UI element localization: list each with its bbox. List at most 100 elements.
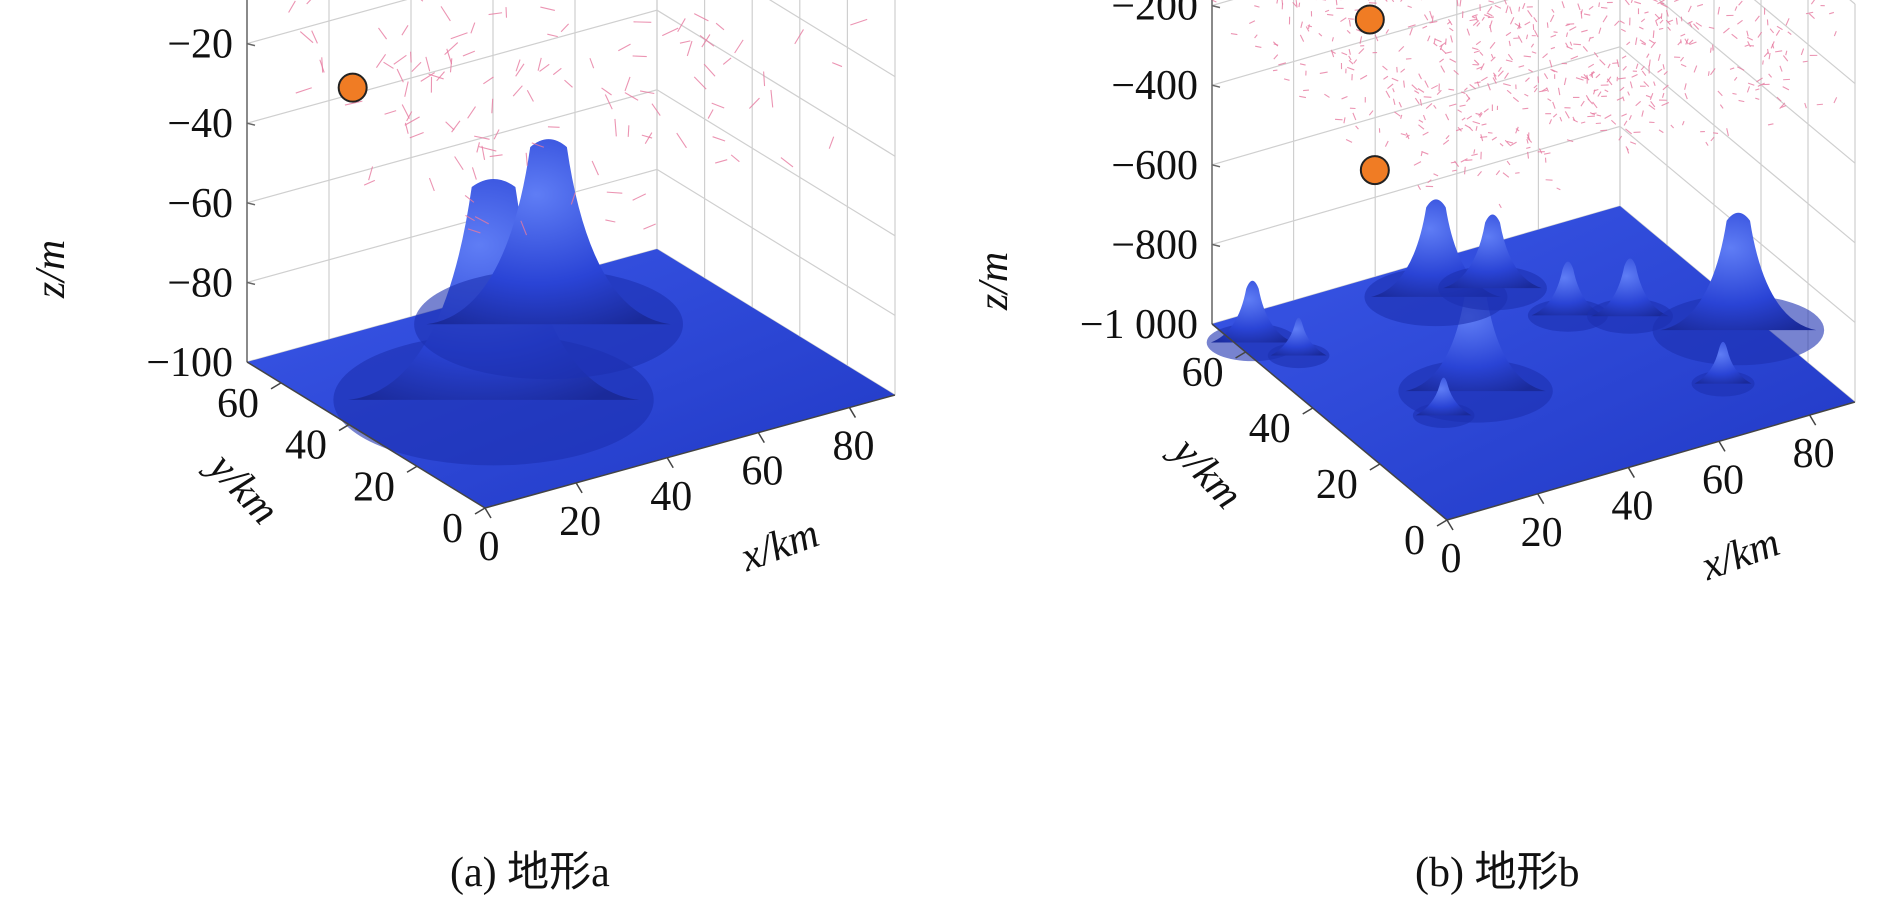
vector-mark	[300, 32, 313, 43]
vector-mark	[402, 25, 408, 35]
vector-mark	[1718, 7, 1719, 15]
vector-mark	[1566, 24, 1570, 25]
vector-mark	[1605, 115, 1612, 119]
vector-mark	[1596, 74, 1600, 78]
vector-mark	[1594, 90, 1595, 95]
vector-mark	[702, 34, 710, 47]
vector-mark	[1273, 70, 1277, 71]
vector-mark	[1685, 93, 1687, 99]
vector-mark	[1404, 81, 1405, 88]
vector-mark	[1589, 6, 1593, 9]
vector-mark	[1353, 113, 1356, 120]
vector-mark	[1359, 48, 1364, 53]
vector-mark	[1424, 97, 1432, 98]
vector-mark	[1392, 78, 1398, 81]
z-axis-label: z/m	[971, 252, 1017, 311]
vector-mark	[1730, 68, 1734, 69]
y-tick-label: 40	[285, 423, 327, 469]
vector-mark	[1708, 71, 1709, 76]
vector-mark	[1593, 102, 1598, 108]
x-tick-label: 60	[741, 449, 783, 495]
vector-mark	[1346, 140, 1352, 143]
vector-mark	[479, 147, 496, 151]
vector-mark	[1446, 135, 1449, 139]
vector-mark	[516, 60, 520, 72]
vector-mark	[1586, 95, 1589, 100]
vector-mark	[1506, 60, 1512, 62]
vector-mark	[1360, 75, 1367, 79]
vector-mark	[1548, 99, 1552, 101]
z-tick-label: −20	[167, 22, 233, 68]
vector-mark	[1578, 4, 1580, 10]
vector-mark	[607, 192, 622, 193]
vector-mark	[1393, 88, 1395, 92]
vector-mark	[708, 110, 713, 119]
vector-mark	[1662, 103, 1669, 106]
vector-mark	[615, 119, 616, 136]
vector-mark	[384, 62, 394, 68]
vector-mark	[1581, 11, 1582, 19]
vector-mark	[1523, 3, 1525, 9]
vector-mark	[1649, 40, 1655, 44]
vector-mark	[723, 58, 731, 64]
vector-mark	[1349, 56, 1351, 60]
vector-mark	[1449, 28, 1453, 31]
vector-mark	[1770, 29, 1774, 33]
vector-mark	[1629, 115, 1631, 119]
vector-mark	[1510, 17, 1513, 24]
vector-mark	[1681, 64, 1686, 66]
vector-mark	[1588, 64, 1594, 67]
chart-panel-b: 0−200−400−600−800−1 000z/m0204060y/km020…	[971, 0, 1855, 590]
vector-mark	[1434, 105, 1436, 108]
vector-mark	[1552, 9, 1554, 12]
vector-mark	[1526, 35, 1527, 40]
vector-mark	[1776, 30, 1779, 35]
vector-mark	[1482, 17, 1484, 21]
z-tick	[1212, 244, 1220, 246]
x-tick-label: 80	[1793, 431, 1835, 477]
vector-mark	[1301, 22, 1303, 28]
vector-mark	[1419, 120, 1423, 122]
z-tick-label: −1 000	[1080, 302, 1198, 348]
vector-mark	[1564, 78, 1566, 85]
vector-mark	[1553, 102, 1555, 109]
vector-mark	[1527, 139, 1528, 143]
vector-mark	[1747, 86, 1749, 92]
vector-mark	[1748, 83, 1754, 85]
vector-mark	[1393, 99, 1395, 105]
vector-mark	[1817, 104, 1823, 105]
y-tick	[1303, 408, 1313, 414]
vector-mark	[1565, 111, 1569, 118]
z-tick	[247, 44, 255, 46]
vector-mark	[1681, 34, 1686, 36]
vector-mark	[1658, 54, 1660, 61]
z-tick-label: −40	[167, 101, 233, 147]
z-tick-label: −60	[167, 181, 233, 227]
z-tick-label: −100	[146, 340, 233, 386]
vector-mark	[1755, 89, 1759, 90]
vector-mark	[1674, 0, 1680, 1]
vector-mark	[1780, 66, 1782, 72]
vector-mark	[1697, 4, 1703, 6]
vector-mark	[1474, 60, 1479, 65]
z-tick	[247, 282, 255, 284]
vector-mark	[1474, 51, 1480, 53]
vector-mark	[1354, 60, 1357, 64]
vector-mark	[829, 137, 833, 149]
vector-mark	[1503, 84, 1511, 86]
vector-mark	[1608, 64, 1610, 68]
vector-mark	[1474, 149, 1475, 153]
vector-mark	[1788, 32, 1791, 35]
vehicle-marker	[1356, 5, 1384, 33]
vector-mark	[1747, 31, 1748, 37]
chart-panel-a: 0−20−40−60−80−100z/m0204060y/km020406080…	[28, 0, 895, 581]
vector-mark	[1801, 49, 1803, 55]
vector-mark	[850, 19, 867, 25]
vector-mark	[1549, 119, 1551, 124]
vector-mark	[1809, 14, 1814, 19]
vector-mark	[1399, 102, 1401, 107]
vector-mark	[1658, 69, 1663, 72]
vector-mark	[397, 69, 403, 82]
vector-mark	[472, 167, 476, 179]
vector-mark	[1401, 134, 1406, 136]
